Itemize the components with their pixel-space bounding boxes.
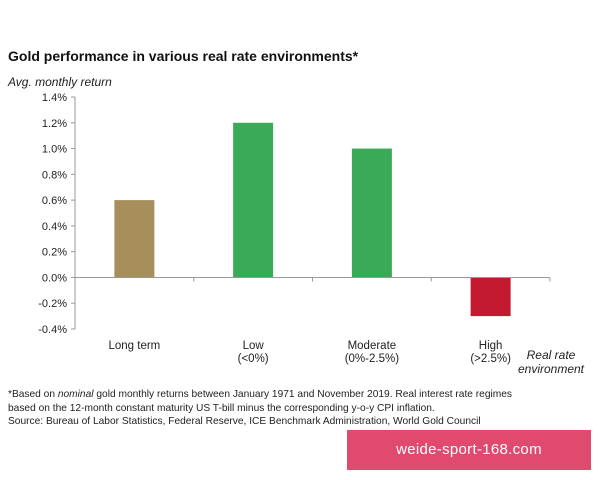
y-tick-label: 0.4% bbox=[42, 221, 67, 233]
y-tick-label: 1.4% bbox=[42, 92, 67, 104]
y-axis-label: Avg. monthly return bbox=[8, 75, 112, 89]
bar bbox=[470, 277, 511, 317]
footnote-prefix: *Based on bbox=[8, 389, 58, 400]
x-category-sublabel: (>2.5%) bbox=[470, 353, 511, 365]
x-axis-label: environment bbox=[518, 362, 585, 376]
y-tick-label: 1.2% bbox=[42, 118, 67, 130]
footnote-line-2: based on the 12-month constant maturity … bbox=[8, 402, 435, 414]
bar-chart: 1.4% 1.2% 1.0% 0.8% 0.6% 0.4% 0.2% 0.0% -0.2% -0.… bbox=[38, 92, 585, 376]
x-category-sublabel: (<0%) bbox=[238, 353, 269, 365]
footnote-line-1: *Based on nominal gold monthly returns b… bbox=[8, 388, 593, 402]
x-category-label: High bbox=[479, 340, 503, 352]
footnote: *Based on nominal gold monthly returns b… bbox=[8, 388, 593, 429]
x-category-sublabel: (0%-2.5%) bbox=[345, 353, 399, 365]
footnote-emphasis: nominal bbox=[57, 389, 94, 400]
y-tick-label: -0.4% bbox=[38, 324, 67, 336]
y-tick-label: 0.2% bbox=[42, 247, 67, 259]
y-tick-label: -0.2% bbox=[38, 298, 67, 310]
watermark-banner: weide-sport-168.com bbox=[347, 430, 591, 470]
x-axis-label: Real rate bbox=[527, 348, 576, 362]
chart-title: Gold performance in various real rate en… bbox=[8, 48, 359, 64]
x-category-label: Long term bbox=[108, 340, 160, 352]
footnote-source: Source: Bureau of Labor Statistics, Fede… bbox=[8, 416, 481, 427]
x-category-label: Low bbox=[243, 340, 265, 352]
y-tick-label: 0.8% bbox=[42, 169, 67, 181]
bar bbox=[233, 122, 274, 278]
footnote-line-1-rest: gold monthly returns between January 197… bbox=[93, 389, 513, 400]
y-tick-label: 0.0% bbox=[42, 272, 67, 284]
y-tick-label: 0.6% bbox=[42, 195, 67, 207]
x-category-label: Moderate bbox=[348, 340, 397, 352]
y-tick-label: 1.0% bbox=[42, 144, 67, 156]
bar bbox=[114, 200, 155, 278]
bar bbox=[351, 148, 392, 278]
